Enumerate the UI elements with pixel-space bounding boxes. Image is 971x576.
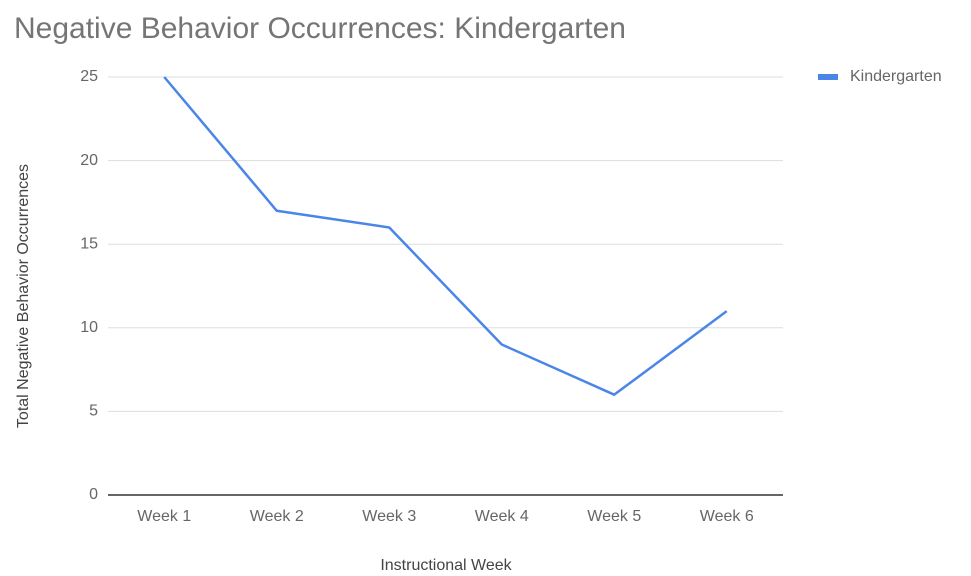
chart-title: Negative Behavior Occurrences: Kindergar… <box>14 12 626 45</box>
y-tick-label: 25 <box>80 68 98 85</box>
x-tick-label: Week 2 <box>250 508 304 525</box>
x-tick-label: Week 5 <box>587 508 641 525</box>
y-tick-label: 15 <box>80 235 98 252</box>
y-axis-title: Total Negative Behavior Occurrences <box>15 164 32 428</box>
line <box>163 76 728 396</box>
y-tick-label: 10 <box>80 319 98 336</box>
x-tick-label: Week 1 <box>137 508 191 525</box>
y-tick-label: 20 <box>80 152 98 169</box>
x-axis-title: Instructional Week <box>380 557 512 574</box>
y-tick-label: 0 <box>89 486 98 503</box>
y-tick-label: 5 <box>89 403 98 420</box>
legend-swatch <box>818 74 838 80</box>
x-tick-label: Week 4 <box>475 508 529 525</box>
x-tick-label: Week 6 <box>700 508 754 525</box>
legend-label: Kindergarten <box>850 68 942 85</box>
x-tick-label: Week 3 <box>362 508 416 525</box>
